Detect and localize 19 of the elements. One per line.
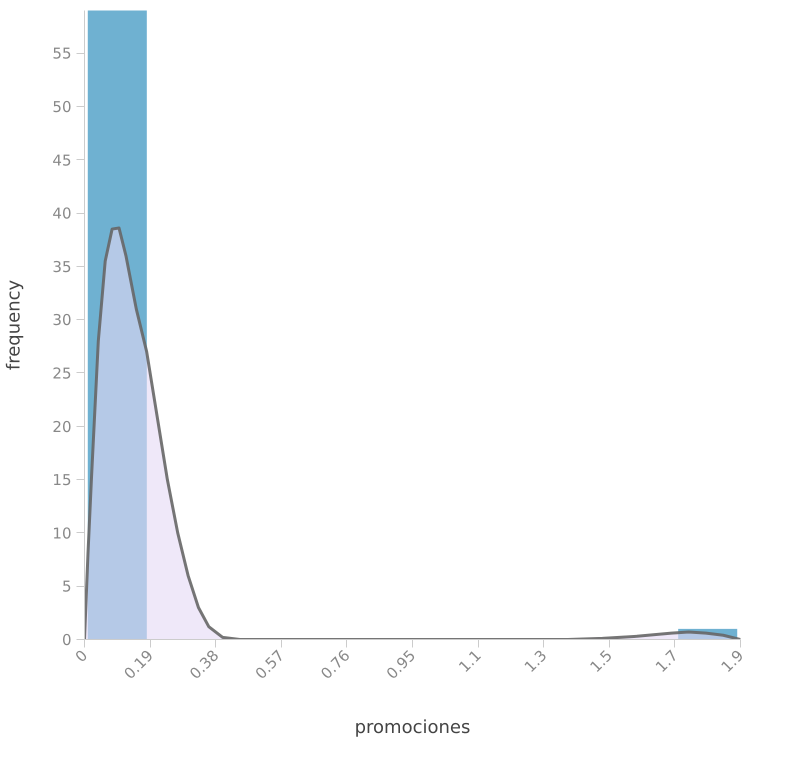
y-tick-label: 30 — [52, 311, 72, 330]
y-tick-label: 45 — [52, 151, 72, 170]
x-tick-label: 1.1 — [455, 646, 485, 676]
x-tick-label: 1.9 — [718, 646, 748, 676]
y-tick-label: 20 — [52, 418, 72, 436]
y-tick-label: 50 — [52, 98, 72, 116]
y-tick-label: 55 — [52, 44, 72, 63]
x-tick-label: 1.7 — [652, 646, 682, 676]
y-tick-label: 15 — [52, 471, 72, 490]
y-tick-label: 5 — [62, 578, 72, 596]
x-tick-label: 1.3 — [520, 646, 550, 676]
y-axis-title: frequency — [3, 280, 24, 370]
x-tick-label: 1.5 — [586, 646, 616, 676]
x-axis-title: promociones — [354, 716, 470, 738]
y-tick-label: 25 — [52, 364, 72, 382]
y-tick-label: 0 — [62, 631, 72, 649]
y-tick-label: 40 — [52, 204, 72, 223]
y-tick-label: 35 — [52, 258, 72, 276]
y-tick-label: 10 — [52, 524, 72, 542]
